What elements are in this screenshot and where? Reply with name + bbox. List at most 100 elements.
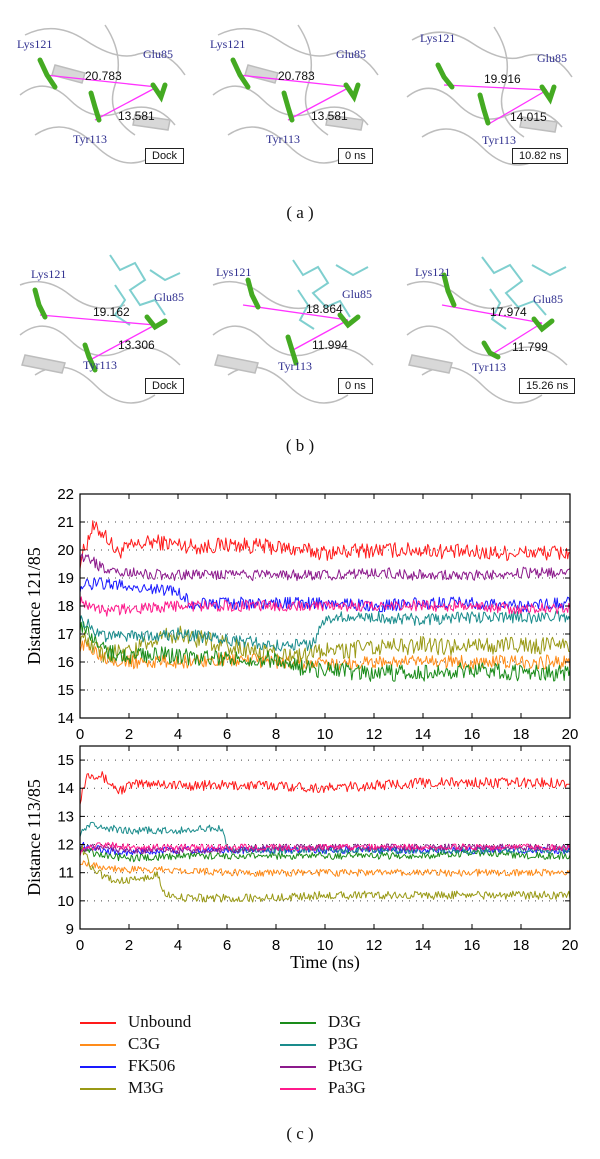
x-tick-label: 6	[223, 726, 231, 743]
panel-b2: Lys121 Glu85 Tyr113 18.864 11.994 0 ns	[208, 245, 388, 405]
residue-label-lys: Lys121	[216, 265, 252, 279]
distance-label-113-85: 13.581	[118, 109, 155, 123]
legend: Unbound C3G FK506 M3G D3G P3G Pt3G Pa3G	[80, 1012, 460, 1102]
time-label: Dock	[145, 378, 185, 394]
y-tick-label: 13	[57, 808, 74, 825]
x-tick-label: 6	[223, 937, 231, 954]
y-tick-label: 9	[66, 921, 74, 938]
distance-label-121-85: 19.162	[93, 305, 130, 319]
time-label: 10.82 ns	[512, 148, 569, 164]
x-tick-label: 10	[317, 937, 334, 954]
legend-swatch	[280, 1022, 316, 1024]
residue-label-lys: Lys121	[210, 37, 246, 51]
legend-swatch	[80, 1088, 116, 1090]
residue-label-lys: Lys121	[415, 265, 451, 279]
legend-label: FK506	[128, 1056, 176, 1075]
residue-label-glu: Glu85	[537, 51, 567, 65]
x-tick-label: 18	[513, 937, 530, 954]
y-tick-label: 20	[57, 542, 74, 559]
legend-swatch	[280, 1066, 316, 1068]
x-tick-label: 12	[366, 937, 383, 954]
x-tick-label: 14	[415, 726, 432, 743]
panel-a3: Lys121 Glu85 Tyr113 19.916 14.015 10.82 …	[402, 15, 582, 175]
series-line-unbound	[79, 771, 571, 805]
x-tick-label: 18	[513, 726, 530, 743]
x-tick-label: 2	[125, 937, 133, 954]
x-tick-label: 4	[174, 726, 182, 743]
legend-label: C3G	[128, 1034, 161, 1053]
distance-label-113-85: 13.581	[311, 109, 348, 123]
legend-label: Pa3G	[328, 1078, 366, 1097]
plot-frame	[79, 745, 571, 930]
distance-label-113-85: 11.799	[512, 340, 548, 354]
caption-a: ( a )	[286, 203, 314, 222]
legend-label: D3G	[328, 1012, 362, 1031]
protein-structure	[19, 254, 181, 404]
distance-label-113-85: 11.994	[312, 338, 348, 352]
distance-label-121-85: 20.783	[85, 69, 122, 83]
residue-label-tyr: Tyr113	[266, 132, 301, 146]
distance-label-121-85: 20.783	[278, 69, 315, 83]
residue-label-tyr: Tyr113	[278, 359, 313, 373]
series-line-pa3g	[79, 596, 571, 617]
x-tick-label: 14	[415, 937, 432, 954]
panel-b3: Lys121 Glu85 Tyr113 17.974 11.799 15.26 …	[402, 245, 582, 405]
protein-structure	[406, 26, 573, 166]
legend-swatch	[280, 1044, 316, 1046]
y-tick-label: 22	[57, 486, 74, 503]
series-line-p3g	[79, 821, 571, 855]
series-line-c3g	[79, 639, 571, 671]
y-axis-label: Distance 113/85	[24, 779, 44, 896]
legend-label: M3G	[128, 1078, 164, 1097]
y-tick-label: 21	[57, 514, 74, 531]
x-tick-label: 12	[366, 726, 383, 743]
x-tick-label: 2	[125, 726, 133, 743]
panel-b1: Lys121 Glu85 Tyr113 19.162 13.306 Dock	[15, 245, 195, 405]
y-tick-label: 17	[57, 626, 74, 643]
residue-label-glu: Glu85	[143, 47, 173, 61]
residue-label-tyr: Tyr113	[83, 358, 118, 372]
residue-label-glu: Glu85	[342, 287, 372, 301]
distance-label-113-85: 14.015	[510, 110, 547, 124]
panel-a2: Lys121 Glu85 Tyr113 20.783 13.581 0 ns	[208, 15, 388, 175]
protein-structure	[19, 24, 186, 164]
series-line-m3g	[79, 844, 571, 903]
residue-label-glu: Glu85	[154, 290, 184, 304]
x-tick-label: 10	[317, 726, 334, 743]
series-line-c3g	[79, 860, 571, 877]
legend-label: Unbound	[128, 1012, 192, 1031]
y-tick-label: 10	[57, 893, 74, 910]
x-tick-label: 8	[272, 937, 280, 954]
panel-a1: Lys121 Glu85 Tyr113 20.783 13.581 Dock	[15, 15, 195, 175]
series-line-unbound	[79, 520, 571, 569]
protein-structure	[212, 24, 379, 164]
time-label: 0 ns	[338, 378, 373, 394]
y-tick-label: 11	[58, 865, 74, 882]
series-line-pt3g	[79, 553, 571, 582]
x-tick-label: 20	[562, 726, 579, 743]
y-tick-label: 12	[57, 837, 74, 854]
y-tick-label: 16	[57, 654, 74, 671]
x-axis-label: Time (ns)	[290, 952, 360, 973]
y-tick-label: 19	[57, 570, 74, 587]
residue-label-tyr: Tyr113	[472, 360, 507, 374]
residue-label-lys: Lys121	[420, 31, 456, 45]
y-tick-label: 14	[57, 710, 74, 727]
x-tick-label: 8	[272, 726, 280, 743]
legend-swatch	[80, 1066, 116, 1068]
residue-label-glu: Glu85	[336, 47, 366, 61]
distance-label-121-85: 18.864	[306, 302, 343, 316]
distance-label-121-85: 19.916	[484, 72, 521, 86]
residue-label-lys: Lys121	[17, 37, 53, 51]
caption-c: ( c )	[286, 1124, 314, 1143]
y-tick-label: 14	[57, 780, 74, 797]
y-tick-label: 15	[57, 682, 74, 699]
y-axis-label: Distance 121/85	[24, 547, 44, 664]
x-tick-label: 16	[464, 726, 481, 743]
time-label: 15.26 ns	[519, 378, 576, 394]
legend-swatch	[280, 1088, 316, 1090]
x-tick-label: 20	[562, 937, 579, 954]
series-line-d3g	[79, 848, 571, 863]
distance-label-113-85: 13.306	[118, 338, 155, 352]
